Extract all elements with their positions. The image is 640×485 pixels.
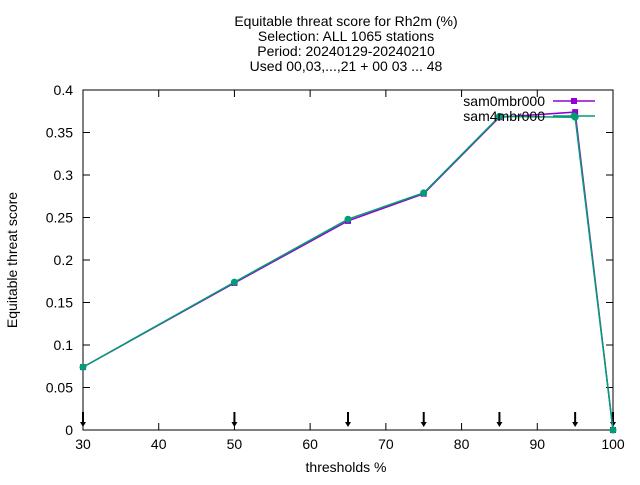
- x-axis-ticks: 30 40 50 60 70 80 90 100: [75, 90, 625, 452]
- y-tick-label: 0.1: [54, 337, 74, 353]
- y-tick-label: 0.15: [46, 295, 73, 311]
- series-line: [82, 115, 614, 431]
- threshold-arrow: [231, 412, 238, 427]
- y-tick-label: 0.3: [54, 167, 74, 183]
- y-tick-label: 0.4: [54, 82, 74, 98]
- x-tick-label: 70: [378, 436, 394, 452]
- data-point: [572, 109, 579, 116]
- series-sam0mbr000: [80, 109, 616, 433]
- series-sam4mbr000: [79, 112, 617, 434]
- y-tick-label: 0.05: [46, 380, 73, 396]
- threshold-arrow: [572, 412, 579, 427]
- x-tick-label: 50: [227, 436, 243, 452]
- y-axis-ticks: 0 0.05 0.1 0.15 0.2 0.25 0.3 0.35 0.4: [46, 82, 613, 438]
- x-tick-label: 30: [75, 436, 91, 452]
- legend-item: sam4mbr000: [463, 108, 595, 124]
- threshold-markers: [80, 412, 616, 427]
- data-point: [609, 426, 617, 434]
- x-tick-label: 100: [601, 436, 625, 452]
- data-point: [79, 363, 87, 371]
- data-point: [344, 215, 352, 223]
- threshold-arrow-head: [496, 422, 503, 427]
- series-group: [79, 109, 617, 434]
- title-line-4: Used 00,03,...,21 + 00 03 ... 48: [250, 58, 443, 74]
- threshold-arrow: [420, 412, 427, 427]
- x-tick-label: 80: [454, 436, 470, 452]
- legend-item: sam0mbr000: [463, 93, 595, 109]
- y-tick-label: 0.2: [54, 252, 74, 268]
- legend-swatch-marker: [571, 98, 577, 104]
- data-point: [230, 278, 238, 286]
- threshold-arrow-head: [80, 422, 86, 427]
- threshold-arrow-head: [231, 422, 238, 427]
- x-tick-label: 90: [529, 436, 545, 452]
- data-point: [420, 189, 428, 197]
- x-tick-label: 60: [302, 436, 318, 452]
- y-tick-label: 0.35: [46, 125, 73, 141]
- title-line-1: Equitable threat score for Rh2m (%): [234, 13, 457, 29]
- plot-area-frame: [82, 89, 614, 431]
- threshold-arrow: [80, 412, 86, 427]
- y-tick-label: 0: [65, 422, 73, 438]
- x-tick-label: 40: [151, 436, 167, 452]
- legend-swatch-marker: [570, 112, 578, 120]
- threshold-arrow-head: [420, 422, 427, 427]
- threshold-arrow-head: [345, 422, 351, 427]
- title-line-2: Selection: ALL 1065 stations: [258, 28, 434, 44]
- threshold-arrow: [496, 412, 503, 427]
- legend-label: sam4mbr000: [463, 108, 545, 124]
- chart-title: Equitable threat score for Rh2m (%) Sele…: [234, 13, 457, 74]
- threshold-arrow: [345, 412, 351, 427]
- threshold-arrow-head: [572, 422, 579, 427]
- x-axis-label: thresholds %: [306, 459, 387, 475]
- y-tick-label: 0.25: [46, 210, 73, 226]
- y-axis-label: Equitable threat score: [4, 192, 20, 328]
- title-line-3: Period: 20240129-20240210: [257, 43, 435, 59]
- legend-label: sam0mbr000: [463, 93, 545, 109]
- series-line: [82, 111, 614, 431]
- data-point: [495, 112, 503, 120]
